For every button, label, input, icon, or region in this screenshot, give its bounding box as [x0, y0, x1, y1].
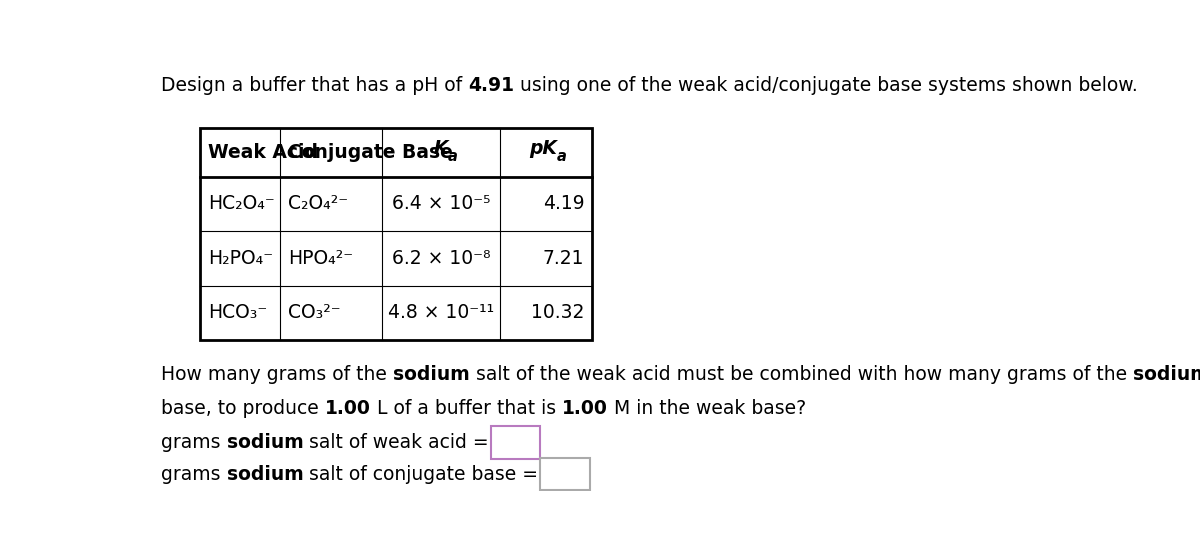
- Text: H₂PO₄⁻: H₂PO₄⁻: [208, 249, 272, 268]
- Text: sodium: sodium: [227, 465, 304, 484]
- Text: salt of weak acid =: salt of weak acid =: [304, 433, 490, 452]
- Text: M in the weak base?: M in the weak base?: [607, 399, 806, 418]
- Text: pK: pK: [529, 139, 557, 157]
- Text: Weak Acid: Weak Acid: [208, 143, 318, 162]
- Text: grams: grams: [161, 465, 227, 484]
- Text: Conjugate Base: Conjugate Base: [288, 143, 452, 162]
- Bar: [491, 426, 540, 459]
- Text: 1.00: 1.00: [325, 399, 371, 418]
- Text: using one of the weak acid/conjugate base systems shown below.: using one of the weak acid/conjugate bas…: [515, 76, 1138, 95]
- Text: a: a: [448, 149, 458, 164]
- Text: a: a: [557, 149, 566, 164]
- Text: salt of conjugate base =: salt of conjugate base =: [304, 465, 539, 484]
- Text: HPO₄²⁻: HPO₄²⁻: [288, 249, 353, 268]
- Text: HC₂O₄⁻: HC₂O₄⁻: [208, 194, 275, 214]
- Bar: [200, 128, 592, 340]
- Text: 4.91: 4.91: [468, 76, 515, 95]
- Text: How many grams of the: How many grams of the: [161, 365, 394, 384]
- Text: 6.4 × 10⁻⁵: 6.4 × 10⁻⁵: [391, 194, 491, 214]
- Text: Design a buffer that has a pH of: Design a buffer that has a pH of: [161, 76, 468, 95]
- Text: 10.32: 10.32: [530, 303, 584, 322]
- Text: base, to produce: base, to produce: [161, 399, 325, 418]
- Text: 7.21: 7.21: [542, 249, 584, 268]
- Text: grams: grams: [161, 433, 227, 452]
- Bar: [540, 458, 589, 490]
- Text: 1.00: 1.00: [562, 399, 607, 418]
- Text: 6.2 × 10⁻⁸: 6.2 × 10⁻⁸: [391, 249, 491, 268]
- Text: K: K: [433, 139, 448, 157]
- Text: salt of the weak acid must be combined with how many grams of the: salt of the weak acid must be combined w…: [469, 365, 1133, 384]
- Text: CO₃²⁻: CO₃²⁻: [288, 303, 341, 322]
- Text: C₂O₄²⁻: C₂O₄²⁻: [288, 194, 348, 214]
- Text: L of a buffer that is: L of a buffer that is: [371, 399, 562, 418]
- Text: HCO₃⁻: HCO₃⁻: [208, 303, 266, 322]
- Text: sodium: sodium: [394, 365, 469, 384]
- Text: sodium: sodium: [227, 433, 304, 452]
- Text: 4.8 × 10⁻¹¹: 4.8 × 10⁻¹¹: [388, 303, 494, 322]
- Text: 4.19: 4.19: [542, 194, 584, 214]
- Text: sodium: sodium: [1133, 365, 1200, 384]
